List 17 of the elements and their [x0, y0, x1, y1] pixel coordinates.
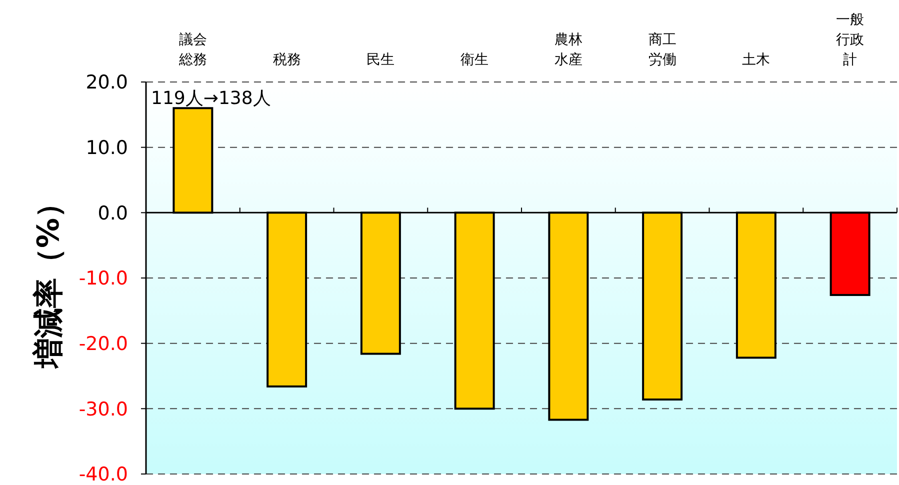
y-tick-label: -20.0 [78, 332, 128, 355]
x-tick-label: 商工労働 [648, 32, 676, 68]
x-tick-label: 一般行政計 [836, 12, 864, 68]
y-tick-label: 0.0 [98, 202, 128, 224]
x-tick-label: 衛生 [460, 52, 489, 68]
x-tick-label: 土木 [742, 52, 770, 68]
y-tick-label: -10.0 [78, 268, 128, 290]
x-tick-label: 議会総務 [178, 32, 207, 68]
y-tick-label: 20.0 [86, 72, 128, 94]
x-tick-label: 税務 [272, 52, 301, 68]
y-tick-label: -40.0 [78, 464, 128, 485]
y-tick-label: -30.0 [78, 398, 128, 420]
x-tick-label: 農林水産 [554, 32, 582, 68]
x-tick-label: 民生 [366, 52, 395, 68]
annotation: 119人→138人 [151, 88, 271, 110]
y-tick-label: 10.0 [86, 136, 128, 159]
y-axis-title: 増減率（%） [32, 188, 66, 370]
